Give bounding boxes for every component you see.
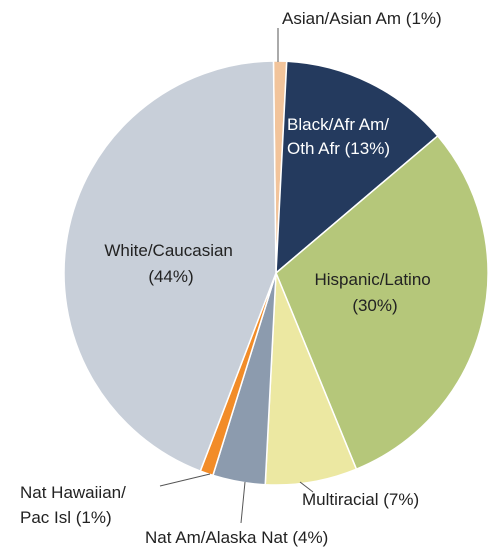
label-white: White/Caucasian (44%) bbox=[104, 241, 237, 286]
pie-slice-black-afr bbox=[275, 60, 439, 275]
label-nat-am: Nat Am/Alaska Nat (4%) bbox=[145, 528, 328, 547]
leader-line-nat-am bbox=[240, 481, 246, 524]
label-asian: Asian/Asian Am (1%) bbox=[282, 9, 442, 28]
label-nat-hawaiian: Nat Hawaiian/ Pac Isl (1%) bbox=[20, 483, 131, 527]
leader-line-multiracial bbox=[299, 481, 314, 493]
pie-slice-hispanic-latino bbox=[275, 134, 489, 471]
pie-slice-white-caucasian bbox=[63, 60, 277, 473]
label-hispanic: Hispanic/Latino (30%) bbox=[315, 270, 436, 315]
label-black: Black/Afr Am/ Oth Afr (13%) bbox=[287, 115, 394, 158]
label-multiracial: Multiracial (7%) bbox=[302, 490, 419, 509]
leader-line-nat-hawaiian bbox=[159, 473, 211, 487]
pie-slices bbox=[63, 60, 489, 486]
